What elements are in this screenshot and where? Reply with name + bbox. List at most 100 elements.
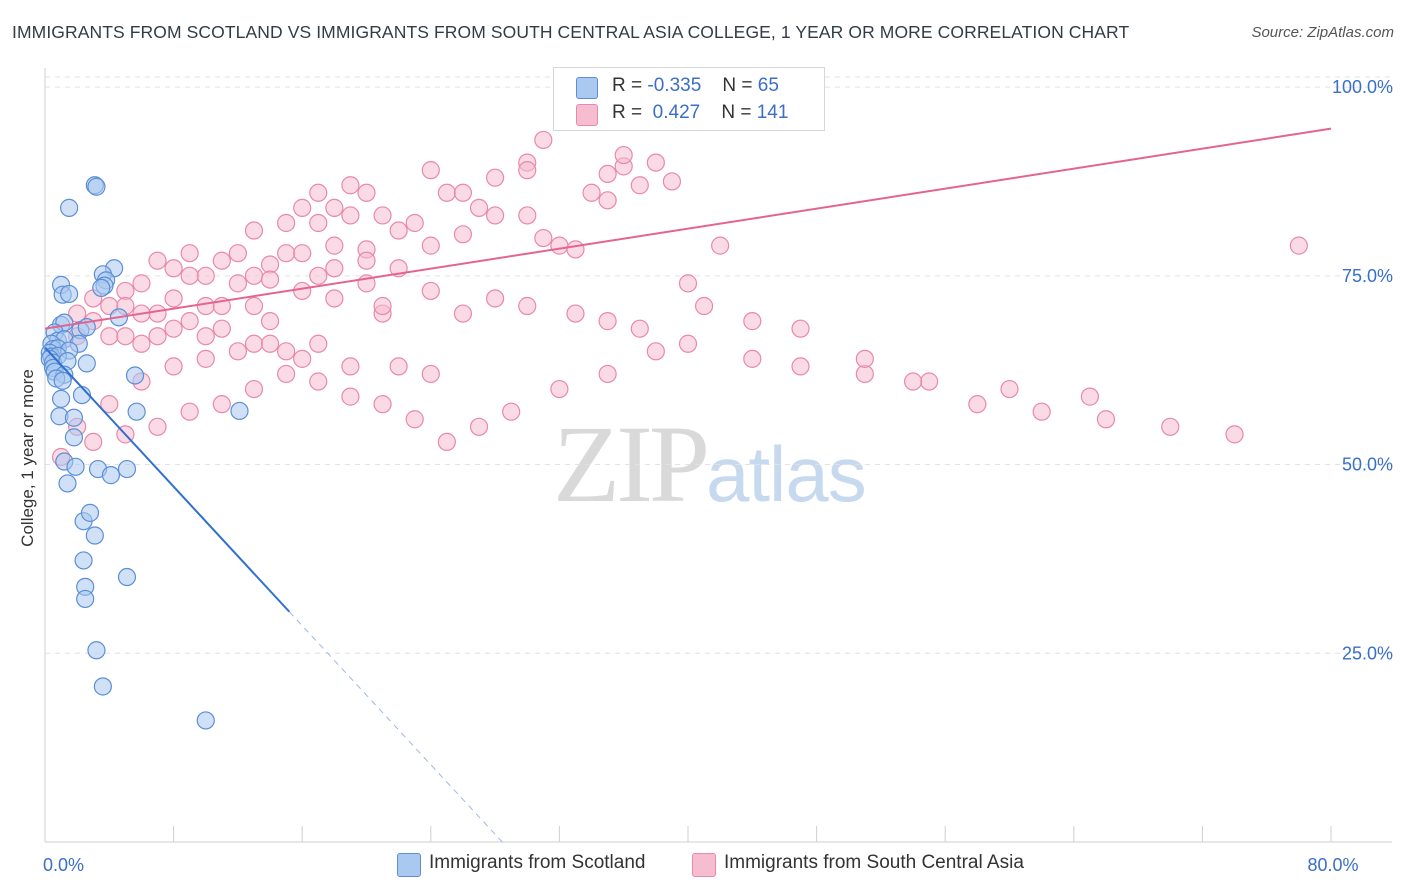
south-central-asia-point xyxy=(309,372,328,391)
scotland-point xyxy=(58,474,77,493)
r-value: -0.335 xyxy=(647,75,702,96)
south-central-asia-point xyxy=(920,372,939,391)
south-central-asia-point xyxy=(100,395,119,414)
south-central-asia-point xyxy=(1225,425,1244,444)
south-central-asia-point xyxy=(212,395,231,414)
south-central-asia-point xyxy=(968,395,987,414)
south-central-asia-point xyxy=(566,304,585,323)
scotland-point xyxy=(74,551,93,570)
south-central-asia-point xyxy=(421,364,440,384)
south-central-asia-point xyxy=(228,274,247,293)
south-central-asia-point xyxy=(518,206,537,225)
south-central-asia-trendline xyxy=(44,127,1332,330)
south-central-asia-point xyxy=(405,213,424,233)
south-central-asia-point xyxy=(630,176,649,195)
source-credit: Source: ZipAtlas.com xyxy=(1251,24,1394,41)
scotland-trendline xyxy=(44,346,291,613)
scotland-point xyxy=(53,371,72,390)
legend-stats-south-central-asia: R = 0.427 N = 141 xyxy=(612,102,788,124)
south-central-asia-point xyxy=(1096,410,1116,429)
south-central-asia-point xyxy=(277,364,296,384)
south-central-asia-point xyxy=(405,410,424,429)
scotland-point xyxy=(93,677,112,696)
south-central-asia-point xyxy=(502,402,521,421)
south-central-asia-point xyxy=(228,244,247,263)
scotland-trendline-extension xyxy=(288,611,504,844)
south-central-asia-point xyxy=(598,191,617,210)
south-central-asia-point xyxy=(309,183,328,202)
y-tick-label: 75.0% xyxy=(1342,266,1393,286)
south-central-asia-point xyxy=(116,281,135,301)
south-central-asia-point xyxy=(196,327,215,346)
r-label: R = xyxy=(612,102,643,123)
south-central-asia-point xyxy=(132,274,151,293)
south-central-asia-point xyxy=(646,342,665,361)
south-central-asia-point xyxy=(453,183,473,202)
south-central-asia-point xyxy=(116,327,135,346)
south-central-asia-point xyxy=(244,334,264,353)
south-central-asia-point xyxy=(486,289,505,308)
south-central-asia-point xyxy=(550,236,569,255)
scotland-point xyxy=(127,402,146,421)
south-central-asia-point xyxy=(148,304,167,323)
south-central-asia-point xyxy=(743,312,762,331)
scotland-point xyxy=(60,284,79,304)
legend-stats-scotland: R = -0.335 N = 65 xyxy=(612,75,779,97)
x-tick-label: 80.0% xyxy=(1307,855,1358,875)
south-central-asia-point xyxy=(598,164,617,184)
south-central-asia-point xyxy=(598,312,617,331)
south-central-asia-point xyxy=(164,289,183,308)
south-central-asia-point xyxy=(309,266,328,285)
south-central-asia-point xyxy=(743,349,762,368)
x-tick-label: 0.0% xyxy=(43,855,84,875)
scotland-point xyxy=(117,567,137,587)
south-central-asia-point xyxy=(212,319,231,338)
south-central-asia-point xyxy=(260,270,280,289)
south-central-asia-point xyxy=(293,198,312,217)
south-central-asia-point xyxy=(437,183,456,202)
scotland-point xyxy=(66,457,85,476)
south-central-asia-point xyxy=(260,312,280,331)
south-central-asia-point xyxy=(373,206,392,225)
south-central-asia-point xyxy=(453,304,473,323)
south-central-asia-point xyxy=(244,379,264,399)
south-central-asia-point xyxy=(421,161,440,180)
legend-swatch-south-central-asia xyxy=(576,104,598,126)
south-central-asia-point xyxy=(678,274,698,293)
south-central-asia-point xyxy=(855,364,874,384)
south-central-asia-point xyxy=(325,289,344,308)
scotland-point xyxy=(60,198,79,217)
south-central-asia-point xyxy=(293,244,312,263)
south-central-asia-point xyxy=(341,206,360,225)
south-central-asia-point xyxy=(903,372,923,391)
south-central-asia-point xyxy=(389,357,408,376)
n-value: 65 xyxy=(757,75,779,96)
south-central-asia-point xyxy=(293,349,312,368)
south-central-asia-point xyxy=(325,236,344,255)
bottom-legend-label-south-central-asia: Immigrants from South Central Asia xyxy=(724,852,1024,873)
south-central-asia-point xyxy=(325,259,344,278)
south-central-asia-point xyxy=(148,327,167,346)
south-central-asia-point xyxy=(277,213,296,233)
south-central-asia-point xyxy=(791,357,810,376)
south-central-asia-point xyxy=(646,153,665,172)
south-central-asia-point xyxy=(614,145,633,165)
south-central-asia-point xyxy=(196,266,215,285)
south-central-asia-point xyxy=(486,206,505,225)
south-central-asia-point xyxy=(277,244,296,263)
south-central-asia-point xyxy=(309,213,328,233)
south-central-asia-point xyxy=(180,244,199,263)
south-central-asia-point xyxy=(486,168,505,187)
south-central-asia-point xyxy=(132,334,151,353)
south-central-asia-point xyxy=(453,225,473,244)
south-central-asia-point xyxy=(180,266,199,285)
south-central-asia-point xyxy=(1289,236,1308,255)
chart-title: IMMIGRANTS FROM SCOTLAND VS IMMIGRANTS F… xyxy=(12,22,1130,42)
south-central-asia-point xyxy=(582,183,601,202)
south-central-asia-point xyxy=(164,319,183,338)
south-central-asia-point xyxy=(277,342,296,361)
south-central-asia-point xyxy=(244,266,264,285)
south-central-asia-point xyxy=(309,334,328,353)
south-central-asia-point xyxy=(711,236,730,255)
